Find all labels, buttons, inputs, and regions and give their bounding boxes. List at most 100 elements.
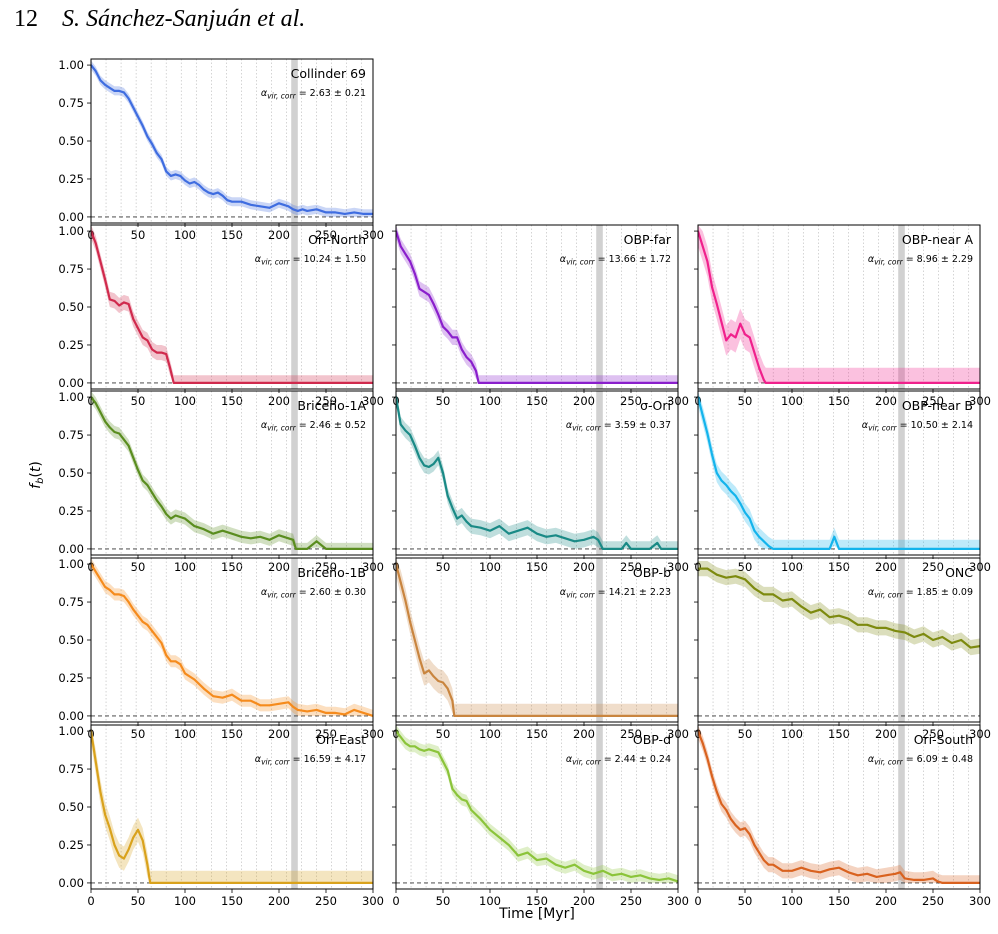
panel-collinder-69: 0.000.250.500.751.000 50 100 150 200 250 300Co… [58,58,384,242]
data-point [866,623,869,626]
data-point [151,629,154,632]
data-point [240,200,243,203]
data-point [701,414,704,417]
alpha-subscript: vir, corr [267,424,296,433]
data-point [268,538,271,541]
data-point [451,336,454,339]
data-point [465,356,468,359]
x-tick-label: 100 [479,727,501,741]
data-point [202,528,205,531]
data-point [399,423,402,426]
data-point [174,173,177,176]
data-point [423,290,426,293]
alpha-symbol: α [560,587,567,598]
cluster-name: Ori-South [914,732,973,747]
data-point [725,484,728,487]
data-point [428,748,430,751]
data-point [409,260,411,263]
y-tick-label: 1.00 [58,390,84,404]
x-tick-label: 300 [362,894,384,908]
data-point [856,874,859,877]
data-point [744,827,746,830]
data-point [287,205,290,208]
data-point [432,303,435,305]
data-point [404,742,407,745]
x-tick-label: 100 [479,560,501,574]
data-point [193,181,196,183]
uncertainty-band [396,225,678,383]
panel-brice-o-1b: 0.000.250.500.751.000 50 100 150 200 250 300Br… [58,557,384,741]
data-point [573,863,576,866]
x-tick-label: 150 [526,727,548,741]
data-point [894,629,897,632]
data-point [353,548,356,550]
data-point [113,844,116,846]
data-point [720,479,723,482]
data-point [446,769,449,772]
data-point [169,366,171,369]
data-point [489,828,491,831]
data-point [292,538,294,541]
data-point [432,749,435,752]
data-point [465,800,468,802]
y-tick-label: 0.00 [58,709,84,723]
data-point [838,866,840,869]
data-point [160,158,163,161]
running-head-authors: S. Sánchez-Sanjuán et al. [62,6,306,32]
shaded-band [596,225,603,389]
data-point [828,548,831,550]
data-point [413,444,416,447]
data-point [94,70,97,73]
y-label-sub: b [35,478,46,484]
alpha-symbol: α [255,254,262,265]
data-point [132,836,135,839]
panel-ori-east: 0.00 0.25 0.50 0.75 1.00 0 50 100 150 200 250 300 Or… [58,724,384,908]
data-point [573,540,576,543]
data-point [875,626,878,629]
shaded-band [596,558,603,722]
alpha-subscript: vir, corr [267,92,296,101]
data-point [446,494,449,497]
data-point [179,175,182,177]
data-point [432,462,435,465]
x-tick-label: 100 [479,394,501,408]
data-point [409,434,411,436]
data-point [362,711,365,714]
x-tick-label: 50 [738,894,753,908]
panel-plot-area [396,725,678,889]
data-point [437,680,440,682]
data-point [165,170,168,173]
data-point [470,809,473,811]
data-point [160,642,163,644]
data-point [536,859,538,862]
y-tick-label: 1.00 [58,224,84,238]
data-point [601,869,604,872]
data-point [470,525,473,528]
data-point [772,548,775,550]
data-point [762,593,765,596]
shaded-band [291,391,298,555]
alpha-value: = 3.59 ± 0.37 [601,420,671,431]
x-tick-label: 50 [131,228,146,242]
y-label-close: ) [28,461,44,466]
alpha-subscript: vir, corr [572,424,601,433]
data-point [715,573,718,576]
data-point [123,91,125,94]
alpha-value: = 2.63 ± 0.21 [296,88,366,99]
data-point [188,182,191,185]
x-tick-label: 200 [875,727,897,741]
cluster-name: Ori-East [316,732,366,747]
y-tick-label: 0.50 [58,633,84,647]
data-point [193,525,196,528]
data-point [446,330,449,333]
data-point [221,529,224,532]
data-point [748,336,751,339]
data-point [706,260,709,263]
cluster-name: Briceño-1B [297,565,366,580]
data-point [249,537,252,540]
panel-brice-o-1a: 0.000.250.500.751.000 50 100 150 200 250 300Br… [58,390,384,574]
data-point [118,854,121,857]
alpha-symbol: α [868,587,875,598]
data-point [282,203,285,206]
x-tick-label: 100 [174,894,196,908]
